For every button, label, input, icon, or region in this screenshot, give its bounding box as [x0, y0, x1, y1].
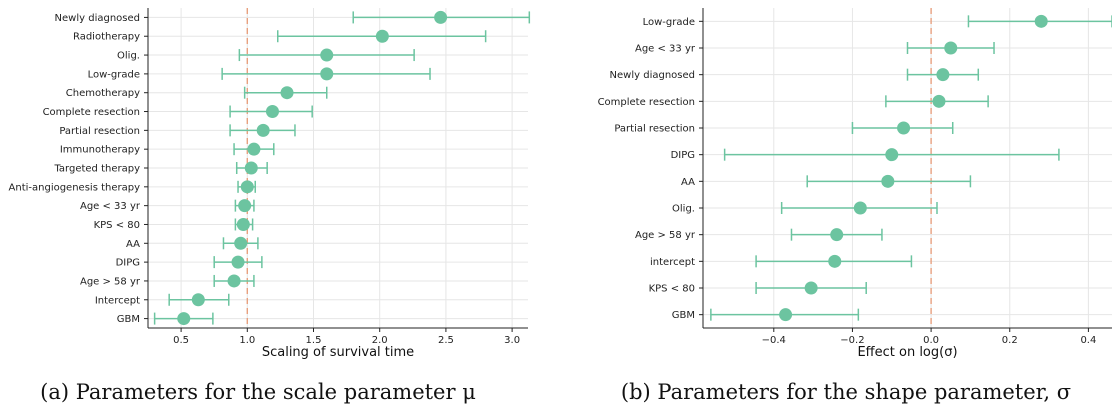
point-estimate	[234, 236, 248, 250]
point-estimate	[231, 255, 245, 269]
x-tick-label: 3.0	[504, 335, 520, 346]
panel-b-shape-parameter: −0.4 −0.2 0.0 0.2 0.4 Effect on log(σ) Low-gra…	[598, 8, 1112, 360]
point-estimate	[932, 94, 946, 108]
y-tick-label: Olig.	[672, 204, 695, 215]
point-estimate	[227, 274, 241, 288]
point-estimate	[434, 10, 448, 24]
point-estimate	[240, 180, 254, 194]
y-tick-label: Targeted therapy	[53, 164, 140, 175]
point-estimate	[779, 308, 793, 322]
y-tick-label: Complete resection	[43, 107, 140, 118]
point-estimate	[256, 123, 270, 137]
x-tick-label: 0.0	[923, 335, 939, 346]
point-estimate	[885, 148, 899, 162]
caption-a: (a) Parameters for the scale parameter μ	[40, 380, 476, 404]
point-estimate	[247, 142, 261, 156]
point-estimate	[191, 293, 205, 307]
x-tick-label: 0.2	[1002, 335, 1018, 346]
point-estimate	[177, 312, 191, 326]
x-tick-label: 0.5	[173, 335, 189, 346]
y-tick-label: Newly diagnosed	[55, 13, 140, 24]
y-tick-label: Immunotherapy	[60, 145, 140, 156]
x-tick-label: 1.5	[306, 335, 322, 346]
point-estimate	[265, 105, 279, 119]
panel-a-scale-parameter: 0.5 1.0 1.5 2.0 2.5 3.0 Scaling of survival ti…	[9, 8, 531, 360]
y-tick-label: GBM	[117, 314, 140, 325]
point-estimate	[280, 86, 294, 100]
x-tick-label: 0.4	[1080, 335, 1096, 346]
y-tick-label: AA	[126, 239, 140, 250]
caption-b: (b) Parameters for the shape parameter, …	[621, 380, 1071, 404]
y-tick-label: KPS < 80	[649, 284, 695, 295]
x-axis-label: Effect on log(σ)	[857, 345, 957, 360]
point-estimate	[944, 41, 958, 55]
y-tick-label: GBM	[672, 310, 695, 321]
y-tick-label: Olig.	[117, 51, 140, 62]
point-estimate	[238, 199, 252, 213]
x-axis-label: Scaling of survival time	[262, 345, 414, 360]
x-tick-label: −0.4	[762, 335, 786, 346]
y-tick-label: Age < 33 yr	[635, 44, 696, 55]
x-tick-label: 1.0	[239, 335, 255, 346]
point-estimate	[375, 29, 389, 43]
point-estimate	[320, 48, 334, 62]
y-tick-label: Newly diagnosed	[610, 70, 695, 81]
y-tick-label: Complete resection	[598, 97, 695, 108]
y-tick-label: Anti-angiogenesis therapy	[9, 182, 141, 193]
y-tick-label: Partial resection	[614, 124, 695, 135]
y-tick-label: KPS < 80	[94, 220, 140, 231]
y-tick-label: Low-grade	[643, 17, 695, 28]
y-tick-label: DIPG	[116, 258, 140, 269]
point-estimate	[804, 281, 818, 295]
point-estimate	[897, 121, 911, 135]
point-estimate	[320, 67, 334, 81]
point-estimate	[1034, 14, 1048, 28]
point-estimate	[881, 174, 895, 188]
y-tick-label: Partial resection	[59, 126, 140, 137]
y-tick-label: Radiotherapy	[73, 32, 140, 43]
y-tick-label: Age > 58 yr	[80, 276, 141, 287]
point-estimate	[830, 228, 844, 242]
point-estimate	[236, 217, 250, 231]
point-estimate	[853, 201, 867, 215]
x-tick-label: −0.2	[840, 335, 864, 346]
y-tick-label: Chemotherapy	[66, 88, 140, 99]
y-tick-label: AA	[681, 177, 695, 188]
y-tick-label: Low-grade	[88, 69, 140, 80]
point-estimate	[828, 254, 842, 268]
y-tick-label: intercept	[650, 257, 695, 268]
y-tick-label: Age < 33 yr	[80, 201, 141, 212]
point-estimate	[936, 68, 950, 82]
x-tick-label: 2.0	[372, 335, 388, 346]
y-tick-label: Age > 58 yr	[635, 230, 696, 241]
x-tick-label: 2.5	[438, 335, 454, 346]
point-estimate	[244, 161, 258, 175]
y-tick-label: DIPG	[671, 150, 695, 161]
y-tick-label: Intercept	[95, 295, 140, 306]
